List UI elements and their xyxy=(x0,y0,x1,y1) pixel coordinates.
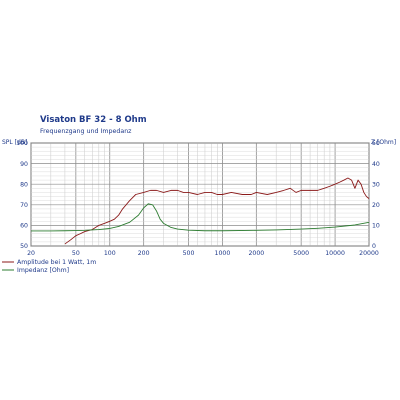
x-tick-label: 5000 xyxy=(293,250,309,257)
amplitude-line xyxy=(64,177,370,245)
x-tick-label: 500 xyxy=(183,250,195,257)
legend-entry: Impedanz [Ohm] xyxy=(17,267,69,274)
x-tick-label: 200 xyxy=(138,250,150,257)
x-tick-label: 20 xyxy=(27,250,35,257)
y-right-tick-label: 50 xyxy=(372,140,380,147)
x-tick-label: 1000 xyxy=(215,250,231,257)
x-tick-label: 10000 xyxy=(325,250,345,257)
y-left-tick-label: 60 xyxy=(20,223,28,230)
x-tick-label: 50 xyxy=(72,250,80,257)
legend-entry: Amplitude bei 1 Watt, 1m xyxy=(17,259,96,266)
y-right-tick-label: 0 xyxy=(372,243,376,250)
chart-subtitle: Frequenzgang und Impedanz xyxy=(40,128,132,135)
y-left-tick-label: 90 xyxy=(20,161,28,168)
impedance-line xyxy=(31,203,370,232)
y-axis-right-label: Z [Ohm] xyxy=(371,139,396,146)
x-tick-label: 2000 xyxy=(248,250,264,257)
y-left-tick-label: 80 xyxy=(20,181,28,188)
x-tick-label: 20000 xyxy=(359,250,379,257)
y-right-tick-label: 40 xyxy=(372,161,380,168)
y-right-tick-label: 20 xyxy=(372,202,380,209)
tick-labels: 20 50 100 200 500 1000 2000 5000 10000 2000050607… xyxy=(16,140,380,257)
x-tick-label: 100 xyxy=(104,250,116,257)
y-left-tick-label: 50 xyxy=(20,243,28,250)
y-left-tick-label: 100 xyxy=(16,140,28,147)
y-right-tick-label: 10 xyxy=(372,223,380,230)
chart-title: Visaton BF 32 - 8 Ohm xyxy=(40,115,147,125)
y-left-tick-label: 70 xyxy=(20,202,28,209)
series-lines xyxy=(31,177,370,245)
y-right-tick-label: 30 xyxy=(372,181,380,188)
y-axis-left-label: SPL [dB] xyxy=(2,139,27,146)
